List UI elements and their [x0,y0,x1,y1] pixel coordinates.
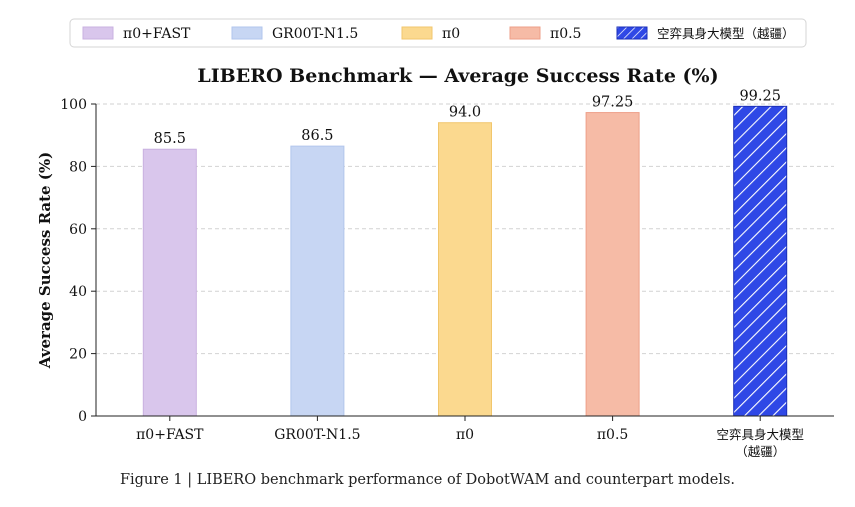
legend-swatch-0 [82,26,114,40]
gridlines [96,103,834,355]
x-tick-label-3: π0.5 [597,427,628,443]
y-tick-label: 80 [69,159,87,175]
legend-label-3: π0.5 [550,26,581,42]
legend-swatch-3 [509,26,541,40]
legend-frame [69,18,807,48]
x-tick-label-4: 空弈具身大模型 [716,427,804,442]
value-label-4: 99.25 [739,88,781,104]
figure-caption: Figure 1 | LIBERO benchmark performance … [119,472,736,488]
x-tick-label-1: GR00T-N1.5 [274,427,360,443]
value-label-3: 97.25 [592,95,634,111]
y-tick-label: 40 [69,284,87,300]
y-tick-label: 20 [69,347,87,363]
value-label-2: 94.0 [449,105,481,121]
chart-title: LIBERO Benchmark — Average Success Rate … [197,65,718,87]
legend-label-0: π0+FAST [123,26,191,42]
legend-label-4: 空弈具身大模型（越疆） [657,26,795,41]
y-tick-label: 0 [78,409,87,425]
value-label-1: 86.5 [301,128,333,144]
bar-3 [585,112,640,417]
bar-1 [290,145,345,417]
y-tick-label: 100 [60,97,87,113]
x-tick-label-0: π0+FAST [136,427,204,443]
y-axis-ticks: 0 20 40 60 80 100 [60,97,96,425]
bar-4 [733,105,788,417]
y-tick-label: 60 [69,222,87,238]
legend-label-1: GR00T-N1.5 [272,26,358,42]
value-label-0: 85.5 [154,131,186,147]
legend: π0+FAST GR00T-N1.5 π0 π0.5 空弈具身大模型（越疆） [82,26,795,42]
y-axis-label: Average Success Rate (%) [36,152,54,370]
bar-0 [142,148,197,417]
legend-swatch-2 [401,26,433,40]
value-labels: 85.5 86.5 94.0 97.25 99.25 [154,88,781,147]
x-axis-ticks: π0+FAST GR00T-N1.5 π0 π0.5 空弈具身大模型 （越疆） [136,416,804,459]
x-tick-label-4: （越疆） [735,444,785,459]
bar-2 [438,122,492,417]
bars [142,105,788,417]
legend-swatch-4 [616,26,648,40]
legend-label-2: π0 [442,26,460,42]
x-tick-label-2: π0 [456,427,474,443]
legend-swatch-1 [231,26,263,40]
